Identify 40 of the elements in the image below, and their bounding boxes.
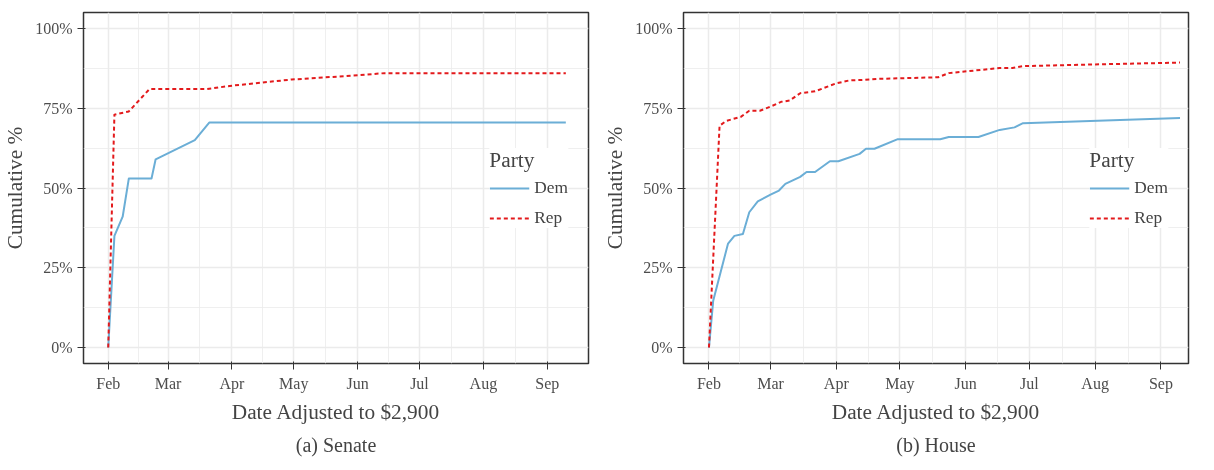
y-axis-title: Cumulative % xyxy=(603,126,628,250)
y-tick-label: 25% xyxy=(643,259,673,277)
legend-label: Rep xyxy=(1134,207,1163,228)
x-tick-label: Jun xyxy=(346,374,369,392)
x-tick-label: Jun xyxy=(954,374,977,392)
x-axis-title: Date Adjusted to $2,900 xyxy=(831,399,1040,424)
x-tick-label: Mar xyxy=(757,374,785,392)
line-series xyxy=(107,72,567,349)
x-tick-label: Sep xyxy=(535,374,560,393)
x-tick-label: Aug xyxy=(469,374,498,393)
x-tick-label: Jul xyxy=(410,374,430,392)
x-tick-label: Aug xyxy=(1081,374,1109,393)
x-tick-label: May xyxy=(885,374,915,393)
x-tick-label: Mar xyxy=(154,374,183,392)
y-tick-label: 0% xyxy=(651,339,673,357)
legend-label: Dem xyxy=(1134,177,1168,198)
x-tick-label: Feb xyxy=(696,374,721,392)
y-tick-label: 75% xyxy=(643,99,673,117)
x-tick-label: Jul xyxy=(1020,374,1040,392)
legend-title: Party xyxy=(489,147,536,173)
text: (a) Senate xyxy=(295,433,377,457)
x-tick-label: Apr xyxy=(823,374,850,393)
x-axis-title: Date Adjusted to $2,900 xyxy=(231,399,440,424)
text: (b) House xyxy=(896,433,976,457)
x-tick-label: Sep xyxy=(1148,374,1173,393)
y-tick-label: 100% xyxy=(35,19,73,37)
legend-label: Dem xyxy=(534,177,568,198)
legend-title: Party xyxy=(1089,147,1136,173)
x-tick-label: Feb xyxy=(96,374,121,392)
y-tick-label: 75% xyxy=(43,99,73,117)
x-tick-label: May xyxy=(279,374,309,393)
y-tick-label: 25% xyxy=(43,259,73,277)
y-tick-label: 50% xyxy=(43,179,73,197)
legend-label: Rep xyxy=(534,207,563,228)
y-tick-label: 0% xyxy=(51,339,73,357)
y-tick-label: 100% xyxy=(635,19,673,37)
line-series xyxy=(707,61,1182,349)
y-axis-title: Cumulative % xyxy=(3,126,28,250)
x-tick-label: Apr xyxy=(219,374,246,393)
y-tick-label: 50% xyxy=(643,179,673,197)
